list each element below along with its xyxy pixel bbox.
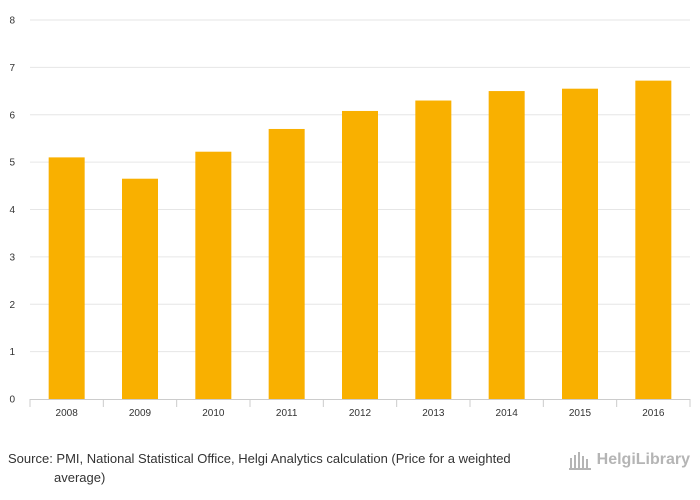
bar-2011[interactable] <box>268 128 305 399</box>
y-tick-label: 2 <box>9 300 15 311</box>
x-tick-label: 2013 <box>422 408 445 419</box>
bar-2012[interactable] <box>342 110 378 400</box>
x-tick-label: 2010 <box>202 408 225 419</box>
x-tick-label: 2015 <box>569 408 592 419</box>
y-tick-label: 5 <box>9 158 15 169</box>
bar-2015[interactable] <box>562 88 598 399</box>
y-tick-label: 1 <box>9 347 15 358</box>
bars <box>48 80 672 400</box>
bar-2010[interactable] <box>195 151 232 399</box>
bar-2013[interactable] <box>415 100 452 399</box>
x-tick-label: 2009 <box>129 408 152 419</box>
x-tick-label: 2008 <box>56 408 79 419</box>
helgi-library-logo: HelgiLibrary <box>568 448 690 472</box>
x-tick-label: 2014 <box>496 408 519 419</box>
y-tick-label: 3 <box>9 252 15 263</box>
logo-text: HelgiLibrary <box>596 451 690 468</box>
source-note: Source: PMI, National Statistical Office… <box>8 449 528 487</box>
x-axis-ticks: 2008 2009 2010 2011 2012 2013 2014 2015 2016 <box>29 399 691 419</box>
y-tick-label: 4 <box>9 205 15 216</box>
y-axis-ticks: 0 1 2 3 4 5 6 7 8 <box>9 16 15 406</box>
y-tick-label: 6 <box>9 110 15 121</box>
bar-2014[interactable] <box>488 91 525 399</box>
x-tick-label: 2012 <box>349 408 372 419</box>
y-tick-label: 8 <box>9 16 15 27</box>
library-building-icon <box>568 452 591 470</box>
bar-2008[interactable] <box>48 157 85 399</box>
y-tick-label: 0 <box>9 395 15 406</box>
y-tick-label: 7 <box>9 63 15 74</box>
source-text: Source: PMI, National Statistical Office… <box>8 451 511 485</box>
x-tick-label: 2016 <box>642 408 665 419</box>
bar-2016[interactable] <box>635 80 672 399</box>
x-tick-label: 2011 <box>276 408 298 419</box>
bar-2009[interactable] <box>122 178 158 399</box>
